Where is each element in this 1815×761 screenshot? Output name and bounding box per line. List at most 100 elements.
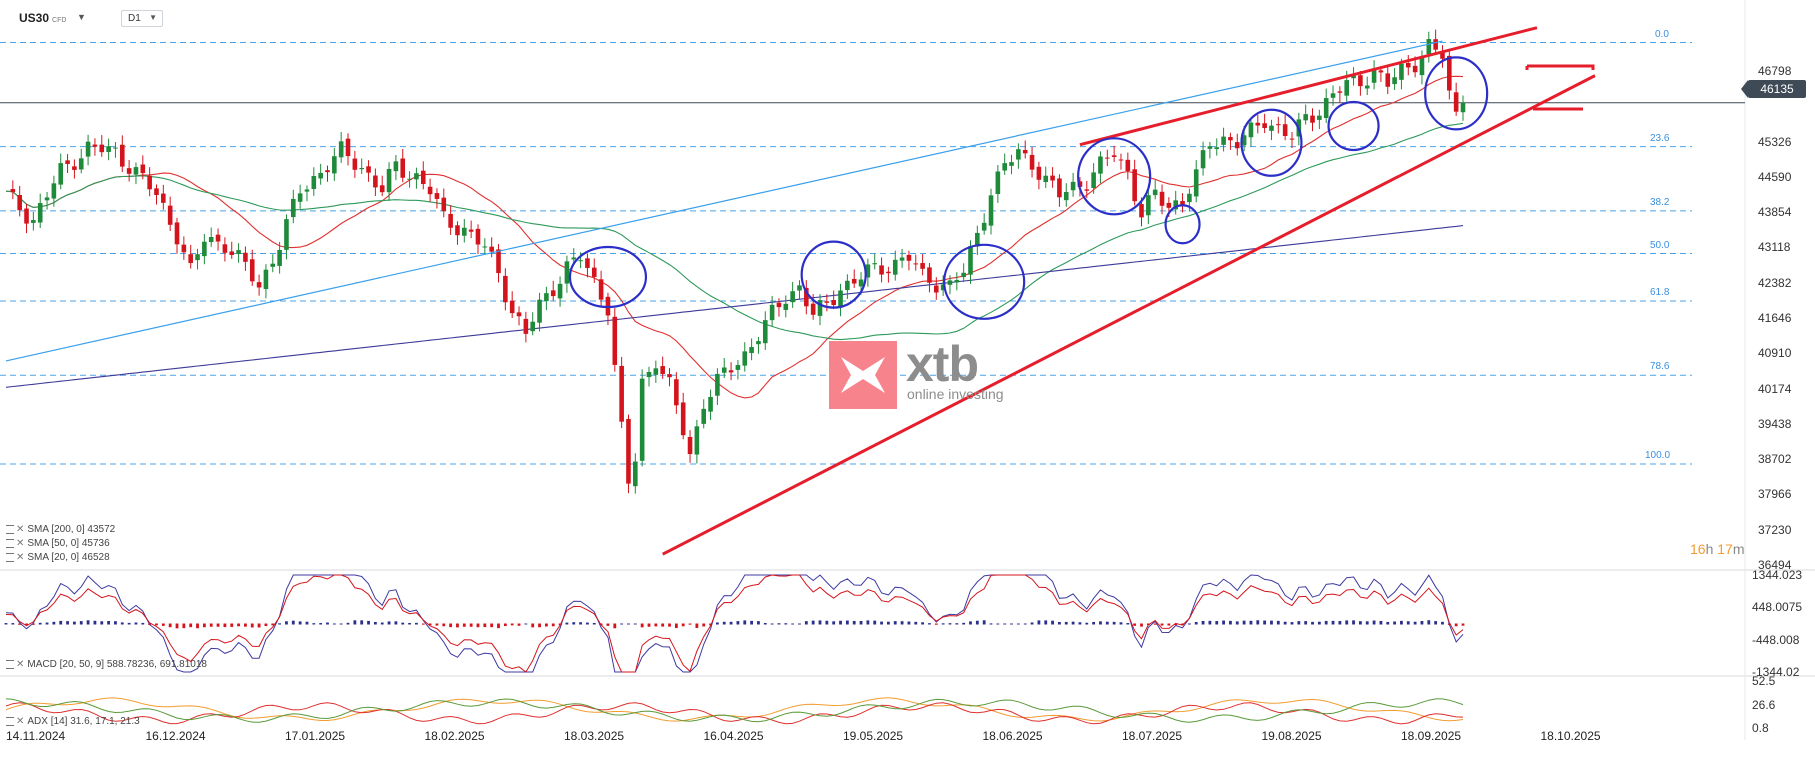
candle-body — [1016, 149, 1021, 160]
settings-icon[interactable] — [6, 524, 14, 534]
candle-body — [1221, 136, 1226, 145]
candle-body — [858, 279, 864, 287]
macd-histogram-bar — [852, 620, 856, 625]
candle-body — [468, 229, 474, 232]
candle-body — [735, 364, 741, 370]
legend-sma200[interactable]: ✕ SMA [200, 0] 43572 — [6, 524, 115, 535]
macd-histogram-bar — [524, 623, 528, 625]
macd-histogram-bar — [579, 622, 582, 625]
settings-icon[interactable] — [6, 659, 14, 669]
macd-histogram-bar — [975, 620, 979, 625]
macd-histogram-bar — [1317, 621, 1321, 625]
candle-body — [1303, 114, 1308, 121]
candle-body — [762, 320, 768, 344]
highlight-circle — [1327, 100, 1380, 152]
candle-body — [913, 263, 919, 265]
macd-histogram-bar — [79, 621, 83, 625]
adx-tick-label: 26.6 — [1752, 697, 1776, 712]
candle-body — [674, 379, 679, 406]
candle-body — [1412, 65, 1418, 73]
candle-body — [188, 254, 193, 264]
symbol-selector[interactable]: US30 CFD — [19, 11, 66, 25]
macd-histogram-bar — [586, 622, 589, 625]
timeframe-selector[interactable]: D1 ▼ — [121, 10, 163, 27]
macd-histogram-bar — [305, 621, 309, 625]
candle-body — [633, 461, 638, 487]
macd-histogram-bar — [326, 622, 329, 625]
candle-body — [448, 213, 453, 228]
macd-histogram-bar — [1140, 623, 1143, 627]
macd-histogram-bar — [264, 623, 268, 627]
macd-histogram-bar — [825, 620, 829, 625]
macd-histogram-bar — [839, 620, 842, 625]
macd-histogram-bar — [668, 623, 671, 627]
candle-body — [646, 371, 652, 378]
macd-histogram-bar — [620, 623, 624, 625]
macd-tick-label: 448.0075 — [1752, 600, 1803, 615]
candle-body — [386, 168, 392, 193]
date-tick-label: 17.01.2025 — [285, 729, 346, 743]
close-icon[interactable]: ✕ — [16, 716, 25, 727]
macd-histogram-bar — [1249, 620, 1253, 625]
candle-body — [256, 282, 262, 288]
macd-histogram-bar — [1358, 621, 1362, 625]
candle-body — [961, 272, 966, 278]
macd-histogram-bar — [1304, 621, 1308, 625]
legend-macd[interactable]: ✕ MACD [20, 50, 9] 588.78236, 691.81018 — [6, 659, 207, 670]
legend-adx[interactable]: ✕ ADX [14] 31.6, 17.1, 21.3 — [6, 716, 140, 727]
macd-histogram-bar — [750, 620, 754, 625]
candle-body — [1440, 51, 1445, 59]
candle-body — [325, 170, 330, 173]
settings-icon[interactable] — [6, 538, 14, 548]
macd-histogram-bar — [1016, 623, 1020, 625]
adx-tick-label: 0.8 — [1752, 721, 1769, 735]
candle-body — [1248, 122, 1254, 138]
close-icon[interactable]: ✕ — [16, 538, 25, 549]
candle-body — [147, 175, 152, 190]
macd-histogram-bar — [1085, 622, 1089, 625]
candle-body — [537, 299, 542, 323]
legend-sma20[interactable]: ✕ SMA [20, 0] 46528 — [6, 552, 110, 563]
settings-icon[interactable] — [6, 552, 14, 562]
candle-body — [455, 225, 460, 236]
candle-body — [222, 244, 228, 253]
legend-sma50[interactable]: ✕ SMA [50, 0] 45736 — [6, 538, 110, 549]
close-icon[interactable]: ✕ — [16, 524, 25, 535]
candle-body — [338, 141, 344, 158]
macd-histogram-bar — [633, 623, 637, 625]
timeframe-label: D1 — [128, 13, 141, 24]
highlight-circle — [1240, 108, 1303, 177]
candle-body — [920, 263, 925, 269]
macd-histogram-bar — [510, 623, 514, 626]
candle-body — [1146, 195, 1151, 216]
candle-body — [1029, 154, 1035, 170]
adx-panel — [5, 697, 1464, 725]
chevron-down-icon[interactable]: ▼ — [77, 12, 86, 22]
macd-line — [5, 574, 1464, 673]
candle-body — [523, 318, 529, 334]
candle-body — [202, 241, 207, 257]
macd-histogram-bar — [1235, 621, 1239, 625]
close-icon[interactable]: ✕ — [16, 659, 25, 670]
candle-body — [1118, 159, 1124, 161]
candle-body — [817, 300, 823, 316]
candle-body — [37, 203, 43, 223]
settings-icon[interactable] — [6, 716, 14, 726]
macd-histogram-bar — [373, 621, 377, 625]
macd-histogram-bar — [223, 623, 227, 628]
candle-body — [1351, 75, 1356, 79]
price-tick-label: 44590 — [1758, 169, 1792, 184]
close-icon[interactable]: ✕ — [16, 552, 25, 563]
candle-body — [975, 232, 980, 247]
macd-histogram-bar — [1406, 621, 1410, 625]
sma20-line — [5, 75, 1464, 399]
candle-body — [215, 234, 221, 242]
candle-body — [1193, 169, 1199, 197]
macd-histogram-bar — [189, 623, 193, 628]
candle-body — [208, 237, 214, 243]
chevron-down-icon: ▼ — [149, 13, 157, 22]
macd-histogram-bar — [941, 623, 945, 625]
candle-body — [359, 167, 364, 170]
fib-level-label: 0.0 — [1655, 28, 1669, 40]
